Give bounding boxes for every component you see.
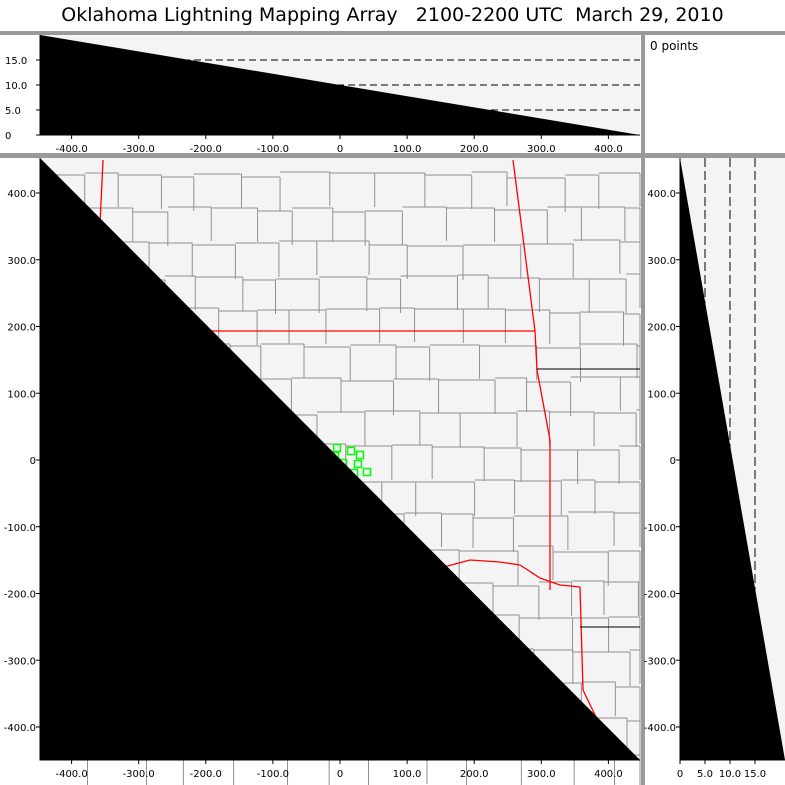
- y-tick-label: 100.0: [647, 389, 676, 400]
- x-tick-label: -100.0: [257, 144, 289, 155]
- y-tick-label: 200.0: [7, 323, 36, 334]
- x-tick-label: 300.0: [527, 769, 556, 780]
- x-tick-label: -200.0: [190, 769, 222, 780]
- x-tick-label: 200.0: [460, 144, 489, 155]
- y-tick-label: 400.0: [7, 189, 36, 200]
- y-tick-label: 0: [30, 456, 36, 467]
- lma-station-marker: [362, 467, 372, 477]
- points-count: 0 points: [650, 39, 699, 53]
- lma-station-marker: [355, 450, 365, 460]
- x-tick-label: 15.0: [744, 769, 766, 780]
- y-tick-label: -300.0: [4, 656, 36, 667]
- y-tick-label: 0: [5, 131, 11, 142]
- y-tick-label: 400.0: [647, 189, 676, 200]
- chart-title: Oklahoma Lightning Mapping Array 2100-22…: [0, 0, 785, 31]
- points-count-panel: 0 points: [645, 35, 785, 153]
- lma-station-marker: [353, 459, 363, 469]
- y-tick-label: -400.0: [644, 723, 676, 734]
- x-tick-label: 0: [677, 769, 683, 780]
- x-tick-label: 400.0: [594, 769, 623, 780]
- y-tick-label: -200.0: [644, 590, 676, 601]
- x-tick-label: 5.0: [697, 769, 713, 780]
- y-tick-label: 5.0: [5, 106, 21, 117]
- x-tick-label: 400.0: [594, 144, 623, 155]
- y-tick-label: 10.0: [5, 81, 27, 92]
- lma-station-marker: [346, 446, 356, 456]
- axes: [39, 35, 785, 761]
- x-tick-label: 200.0: [460, 769, 489, 780]
- y-tick-label: -100.0: [4, 523, 36, 534]
- x-tick-label: -100.0: [257, 769, 289, 780]
- x-tick-label: 300.0: [527, 144, 556, 155]
- y-tick-label: -300.0: [644, 656, 676, 667]
- x-tick-label: -400.0: [55, 769, 87, 780]
- y-tick-label: 300.0: [647, 256, 676, 267]
- lma-station-marker: [332, 443, 342, 453]
- y-tick-label: 200.0: [647, 323, 676, 334]
- x-tick-label: 0: [337, 144, 343, 155]
- x-tick-label: -400.0: [55, 144, 87, 155]
- x-tick-label: 100.0: [393, 769, 422, 780]
- y-tick-label: 100.0: [7, 389, 36, 400]
- y-tick-label: 300.0: [7, 256, 36, 267]
- x-tick-label: -300.0: [123, 144, 155, 155]
- x-tick-label: -200.0: [190, 144, 222, 155]
- neighbor-border: [537, 368, 640, 628]
- x-tick-label: 10.0: [719, 769, 741, 780]
- y-tick-label: 15.0: [5, 56, 27, 67]
- y-tick-label: 0: [670, 456, 676, 467]
- y-tick-label: -100.0: [644, 523, 676, 534]
- x-tick-label: 100.0: [393, 144, 422, 155]
- y-tick-label: -400.0: [4, 723, 36, 734]
- x-tick-label: 0: [337, 769, 343, 780]
- y-tick-label: -200.0: [4, 590, 36, 601]
- x-tick-label: -300.0: [123, 769, 155, 780]
